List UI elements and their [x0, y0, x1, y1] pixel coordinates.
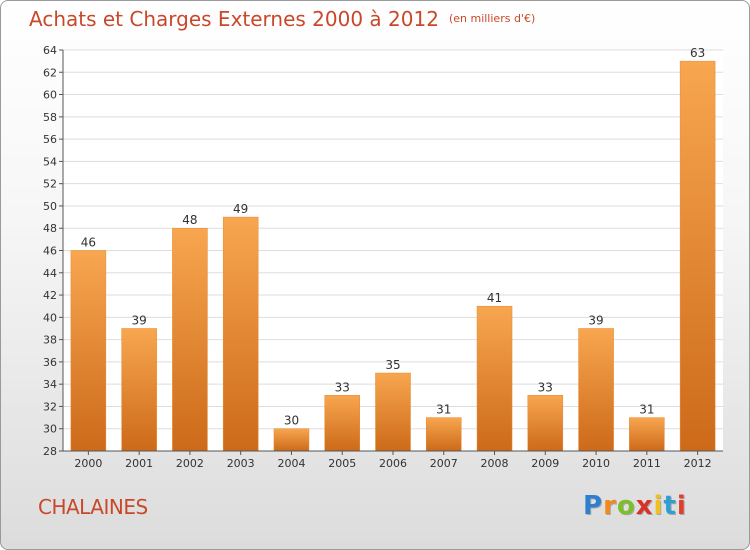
x-tick-label-2001: 2001 [125, 457, 153, 470]
data-label-2007: 31 [436, 403, 451, 417]
bar-2005 [324, 395, 360, 452]
y-tick-label: 30 [43, 423, 57, 436]
bar-2001 [121, 328, 157, 452]
y-tick-label: 32 [43, 400, 57, 413]
x-tick-label-2009: 2009 [531, 457, 559, 470]
y-tick-label: 38 [43, 334, 57, 347]
data-label-2012: 63 [690, 46, 705, 60]
y-tick-label: 52 [43, 178, 57, 191]
y-axis: 28 30 32 34 36 38 40 42 44 46 48 50 52 54 56 58 60 62 64 [43, 44, 64, 458]
y-tick-label: 58 [43, 111, 57, 124]
bar-2008 [476, 305, 513, 452]
x-tick-label-2002: 2002 [176, 457, 204, 470]
y-tick-label: 36 [43, 356, 57, 369]
y-tick-label: 60 [43, 89, 57, 102]
logo-letter: r [603, 491, 617, 521]
data-label-2003: 49 [233, 202, 248, 216]
y-tick-label: 50 [43, 200, 57, 213]
data-label-2001: 39 [132, 313, 147, 327]
data-label-2005: 33 [335, 380, 350, 394]
logo-letter: i [676, 491, 687, 521]
x-tick-label-2005: 2005 [328, 457, 356, 470]
bar-2003 [222, 216, 259, 452]
bar-2012 [679, 60, 716, 452]
chart-subtitle: (en milliers d'€) [448, 12, 536, 25]
chart-title: Achats et Charges Externes 2000 à 2012 (e… [29, 7, 535, 31]
data-label-2011: 31 [639, 403, 654, 417]
data-label-2006: 35 [385, 358, 400, 372]
bar-2004 [273, 428, 310, 452]
proxiti-logo: Proxiti [583, 491, 687, 521]
data-label-2000: 46 [81, 236, 96, 250]
title-text: Achats et Charges Externes 2000 à 2012 [29, 7, 439, 31]
y-tick-label: 54 [43, 155, 57, 168]
bar-2002 [172, 227, 208, 452]
data-label-2004: 30 [284, 414, 299, 428]
x-tick-label-2008: 2008 [481, 457, 509, 470]
logo-letter: x [635, 491, 654, 521]
commune-name: CHALAINES [38, 495, 148, 519]
y-tick-label: 62 [43, 66, 57, 79]
y-tick-label: 44 [43, 267, 57, 280]
x-tick-label-2007: 2007 [430, 457, 458, 470]
logo-letter: t [663, 491, 677, 521]
bar-2009 [527, 395, 564, 452]
data-label-2008: 41 [487, 291, 502, 305]
data-label-2010: 39 [588, 313, 603, 327]
bars: 46 39 48 49 30 33 35 31 41 33 39 31 63 [70, 46, 716, 452]
y-tick-label: 46 [43, 245, 57, 258]
logo-letter: o [616, 491, 636, 521]
x-tick-label-2011: 2011 [633, 457, 661, 470]
y-tick-label: 34 [43, 378, 57, 391]
x-tick-label-2004: 2004 [277, 457, 305, 470]
x-tick-label-2003: 2003 [227, 457, 255, 470]
data-label-2009: 33 [538, 380, 553, 394]
x-tick-label-2006: 2006 [379, 457, 407, 470]
y-tick-label: 28 [43, 445, 57, 458]
x-axis: 2000 2001 2002 2003 2004 2005 2006 2007 2008 2009… [63, 450, 723, 470]
y-tick-label: 42 [43, 289, 57, 302]
bar-2000 [70, 250, 107, 452]
bar-2010 [578, 328, 614, 452]
x-tick-label-2000: 2000 [74, 457, 102, 470]
y-tick-label: 48 [43, 222, 57, 235]
x-tick-label-2012: 2012 [684, 457, 712, 470]
bar-2006 [375, 372, 411, 452]
y-tick-label: 40 [43, 311, 57, 324]
logo-letter: P [583, 491, 604, 521]
logo-letter: i [653, 491, 664, 521]
bar-2007 [426, 417, 462, 452]
y-tick-label: 56 [43, 133, 57, 146]
data-label-2002: 48 [182, 213, 197, 227]
bar-2011 [629, 417, 665, 452]
y-tick-label: 64 [43, 44, 57, 57]
x-tick-label-2010: 2010 [582, 457, 610, 470]
